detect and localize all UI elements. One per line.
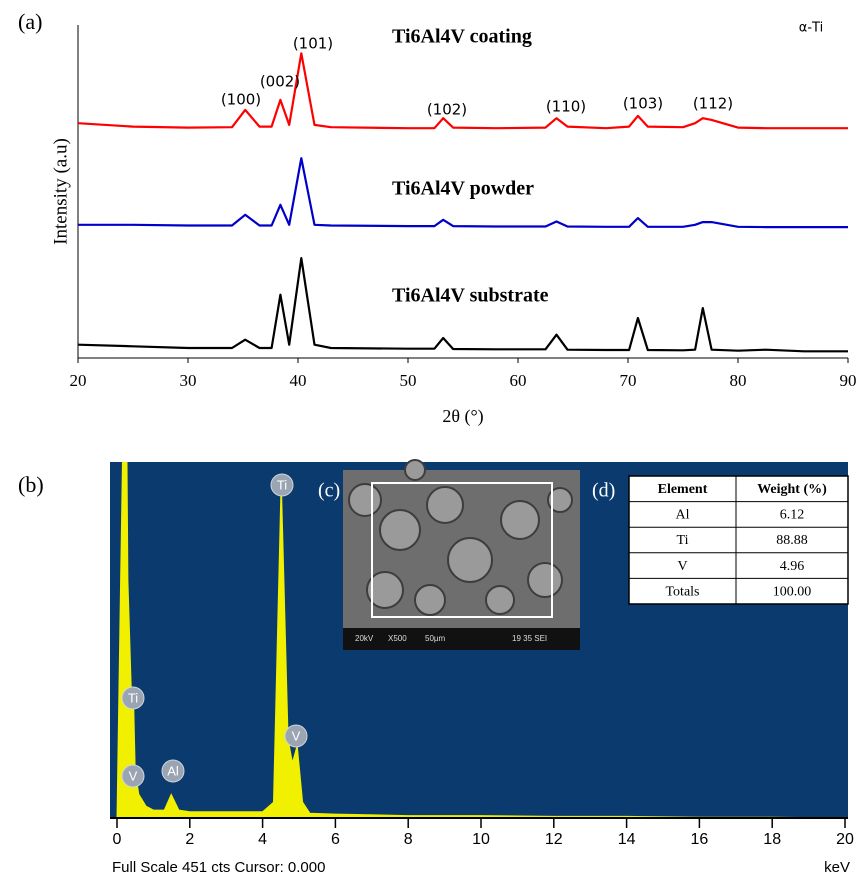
sem-texture — [447, 537, 493, 583]
x-tick-label: 12 — [545, 831, 563, 848]
series-label: Ti6Al4V coating — [392, 26, 532, 48]
peak-label: (100) — [221, 91, 261, 109]
sem-texture — [485, 585, 515, 615]
peak-label: (002) — [260, 73, 300, 91]
sem-texture — [547, 487, 573, 513]
peak-marker-label: V — [292, 728, 301, 743]
inset-label: (c) — [318, 480, 340, 502]
table-cell: V — [677, 559, 687, 574]
peak-marker — [161, 759, 185, 783]
peak-label: (110) — [546, 98, 586, 116]
sem-caption-bar — [343, 628, 580, 650]
peak-marker-label: V — [129, 768, 138, 783]
x-tick-label: 2 — [185, 831, 194, 848]
peak-marker-label: Ti — [277, 477, 287, 492]
x-tick-label: 70 — [620, 371, 637, 390]
y-axis-label: Intensity (a.u) — [50, 138, 71, 245]
table-cell: 6.12 — [780, 508, 805, 523]
sem-texture — [348, 483, 382, 517]
sem-texture — [500, 500, 540, 540]
peak-marker-label: Al — [167, 763, 179, 778]
sem-texture — [404, 459, 426, 481]
table-cell: 100.00 — [773, 584, 812, 599]
sem-texture — [366, 571, 404, 609]
sem-texture — [527, 562, 563, 598]
peak-marker — [121, 686, 145, 710]
data-line — [77, 52, 848, 130]
table-cell: Ti — [677, 533, 689, 548]
data-line — [78, 157, 848, 229]
x-tick-label: 80 — [730, 371, 747, 390]
x-tick-label: 50 — [400, 371, 417, 390]
sem-texture — [379, 509, 421, 551]
x-tick-label: 30 — [180, 371, 197, 390]
series-label: Ti6Al4V substrate — [392, 285, 549, 307]
footer: Full Scale 451 cts Cursor: 0.000 — [112, 859, 325, 876]
x-tick-label: 60 — [510, 371, 527, 390]
peak-label: (101) — [293, 35, 333, 53]
sem-texture — [414, 584, 446, 616]
table-cell: Al — [676, 508, 690, 523]
table-background — [628, 475, 849, 605]
sem-texture — [426, 486, 464, 524]
annotation: α-Ti — [799, 21, 823, 36]
x-tick-label: 20 — [70, 371, 87, 390]
peak-label: (102) — [427, 101, 467, 119]
peak-label: (112) — [693, 95, 733, 113]
x-tick-label: 90 — [840, 371, 857, 390]
x-tick-label: 40 — [290, 371, 307, 390]
sem-caption: 19 35 SEI — [512, 634, 547, 643]
panel-label: (a) — [18, 9, 42, 34]
table-header: Element — [658, 482, 708, 497]
x-tick-label: 8 — [404, 831, 413, 848]
peak-marker — [270, 473, 294, 497]
inset-label: (d) — [592, 480, 615, 502]
table-cell: Totals — [665, 584, 699, 599]
sem-caption: 50µm — [425, 634, 446, 643]
series-label: Ti6Al4V powder — [392, 178, 534, 200]
peak-marker — [284, 724, 308, 748]
sem-caption: 20kV — [355, 634, 374, 643]
x-axis-label: 2θ (°) — [442, 406, 483, 427]
x-tick-label: 4 — [258, 831, 267, 848]
table-cell: 88.88 — [776, 533, 808, 548]
x-tick-label: 0 — [113, 831, 122, 848]
x-tick-label: 6 — [331, 831, 340, 848]
x-axis-label: keV — [824, 859, 850, 876]
sem-caption: X500 — [388, 634, 407, 643]
table-header: Weight (%) — [757, 482, 827, 497]
x-tick-label: 14 — [618, 831, 636, 848]
peak-marker — [121, 764, 145, 788]
peak-marker-label: Ti — [128, 690, 138, 705]
panel-label: (b) — [18, 472, 44, 497]
x-tick-label: 10 — [472, 831, 490, 848]
data-line — [77, 257, 848, 353]
x-tick-label: 16 — [691, 831, 709, 848]
sem-selection — [371, 482, 553, 618]
peak-label: (103) — [623, 95, 663, 113]
x-tick-label: 18 — [763, 831, 781, 848]
x-tick-label: 20 — [836, 831, 854, 848]
table-cell: 4.96 — [780, 559, 805, 574]
